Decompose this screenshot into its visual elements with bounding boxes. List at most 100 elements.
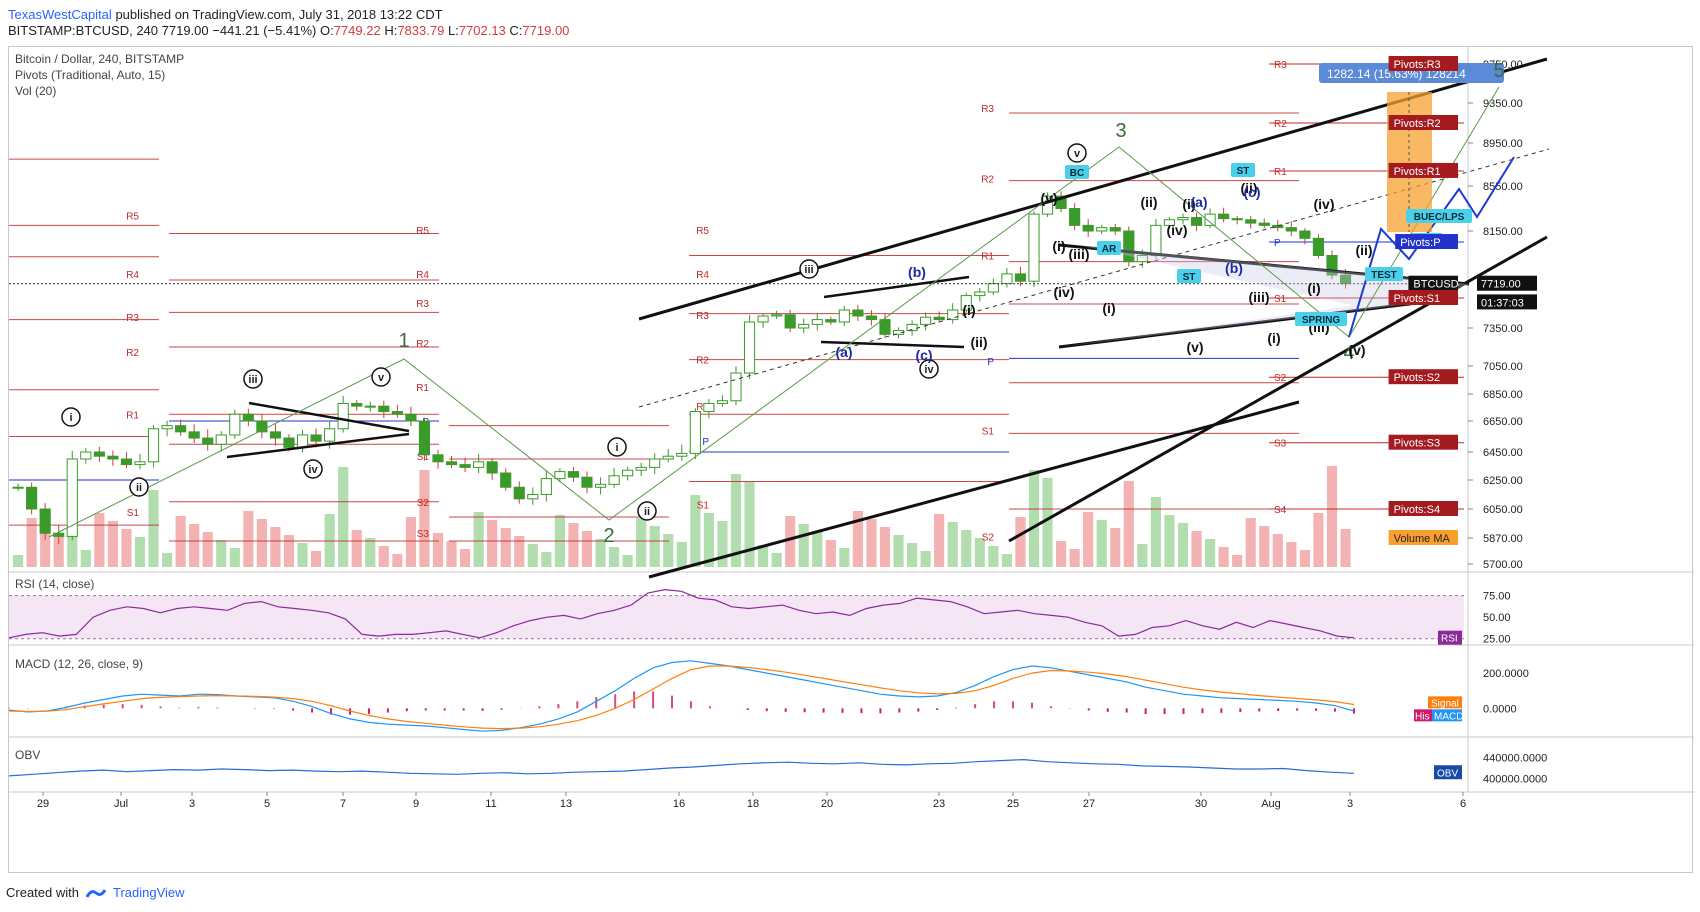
price-axis-tick: 5700.00 [1483, 559, 1523, 571]
close-label: C: [509, 23, 523, 38]
sub-wave-label: (v) [1348, 342, 1365, 358]
obv-tag [1434, 765, 1462, 780]
candle-body [933, 316, 945, 321]
volume-bar [189, 524, 200, 567]
ohlc-info: BITSTAMP:BTCUSD, 240 7719.00 −441.21 (−5… [8, 23, 569, 38]
candle-body [689, 411, 701, 454]
volume-bar [13, 555, 24, 567]
obv-axis-tick: 400000.0000 [1483, 774, 1547, 786]
volume-bar [134, 537, 146, 567]
candle-body [879, 319, 891, 335]
candle-body [432, 454, 444, 463]
obv-legend: OBV [15, 748, 41, 762]
tradingview-link[interactable]: TradingView [112, 885, 185, 900]
sub-wave-label: (i) [1052, 238, 1065, 254]
macd-legend: MACD (12, 26, close, 9) [15, 657, 144, 671]
volume-bar [622, 555, 633, 567]
candle-body [1299, 230, 1311, 239]
candle-body [175, 425, 187, 433]
volume-bar [1313, 513, 1324, 567]
volume-bar [1096, 520, 1107, 567]
triangle-pattern-line [823, 275, 970, 299]
macd-tag [1432, 709, 1462, 722]
volume-bar [419, 470, 430, 567]
pivot-text-label: R5 [126, 211, 139, 222]
candle-body [1082, 224, 1094, 232]
candle-body [1190, 217, 1203, 226]
candle-body [364, 405, 376, 408]
candle-body [459, 464, 471, 468]
volume-bar [1299, 550, 1310, 567]
sub-wave-label-abc: (b) [908, 264, 926, 280]
chart-frame[interactable]: Bitcoin / Dollar, 240, BITSTAMP Pivots (… [8, 46, 1694, 874]
price-axis-tick: 8550.00 [1483, 181, 1523, 193]
pivot-label: S2 [1274, 373, 1287, 384]
price-axis-tick: 6450.00 [1483, 447, 1523, 459]
candle-body [852, 309, 864, 317]
volume-bar [785, 516, 796, 567]
time-axis-tick: 16 [673, 798, 685, 810]
volume-bar [676, 542, 687, 567]
candle-body [960, 295, 972, 311]
price-tag-label: Pivots:R2 [1394, 118, 1441, 130]
trend-channel-line [648, 400, 1300, 579]
time-axis-tick: 30 [1195, 798, 1207, 810]
sub-wave-label: iii [804, 264, 813, 276]
volume-bar [1001, 554, 1012, 567]
candle-body [12, 486, 24, 489]
volume-bar [40, 526, 51, 567]
rsi-tag [1438, 630, 1462, 645]
histogram-tag-label: His [1415, 711, 1429, 722]
pivot-text-label: R2 [416, 339, 429, 350]
candle-body [1109, 227, 1121, 232]
candle-body [1028, 213, 1040, 282]
volume-bar [866, 519, 877, 567]
candle-body [703, 402, 715, 413]
tradingview-logo-icon [85, 888, 107, 898]
rsi-axis-tick: 50.00 [1483, 612, 1511, 624]
candle-body [1041, 195, 1054, 215]
price-tag [1388, 501, 1458, 516]
volume-bar [121, 529, 132, 567]
price-axis-tick: 6050.00 [1483, 504, 1523, 516]
pivot-text-label: R1 [126, 410, 139, 421]
volume-bar [1191, 531, 1202, 567]
price-tag [1388, 290, 1458, 305]
candle-body [662, 455, 674, 460]
pivot-text-label: R4 [696, 270, 709, 281]
candle-body [1123, 230, 1135, 263]
candle-body [134, 461, 146, 466]
annotation-tag [1365, 267, 1403, 281]
annotation-label: TEST [1371, 270, 1397, 281]
sub-wave-label: (ii) [1140, 194, 1157, 210]
sub-wave-label: (i) [962, 302, 975, 318]
author-link[interactable]: TexasWestCapital [8, 7, 112, 22]
candle-body [567, 471, 580, 478]
volume-bar [527, 544, 538, 567]
volume-bar [432, 533, 444, 567]
sub-wave-label: iv [308, 464, 318, 476]
time-axis-tick: 9 [413, 798, 419, 810]
candle-body [594, 483, 607, 488]
triangle-pattern-line [226, 432, 410, 459]
volume-bar [1015, 517, 1026, 567]
last-price-tag [1477, 275, 1537, 291]
chart-canvas[interactable]: 9750.009350.008950.008550.008150.007750.… [9, 47, 1694, 874]
sub-wave-label-circle [919, 359, 939, 379]
volume-bar [1245, 518, 1256, 567]
created-with-text: Created with [6, 885, 79, 900]
price-tag-label: Pivots:R3 [1394, 59, 1441, 71]
sub-wave-label-circle [799, 259, 819, 279]
sub-wave-label: v [1074, 148, 1081, 160]
pivot-text-label: R1 [696, 402, 709, 413]
candle-body [202, 437, 214, 445]
price-tag [1408, 275, 1458, 291]
time-axis-tick: 25 [1007, 798, 1019, 810]
volume-bar [839, 548, 850, 567]
sub-wave-label: i [69, 412, 72, 424]
annotation-tag [1065, 165, 1089, 179]
volume-bar [934, 514, 945, 567]
volume-bar [1340, 529, 1351, 567]
volume-bar [1150, 497, 1161, 567]
candle-body [730, 372, 742, 402]
